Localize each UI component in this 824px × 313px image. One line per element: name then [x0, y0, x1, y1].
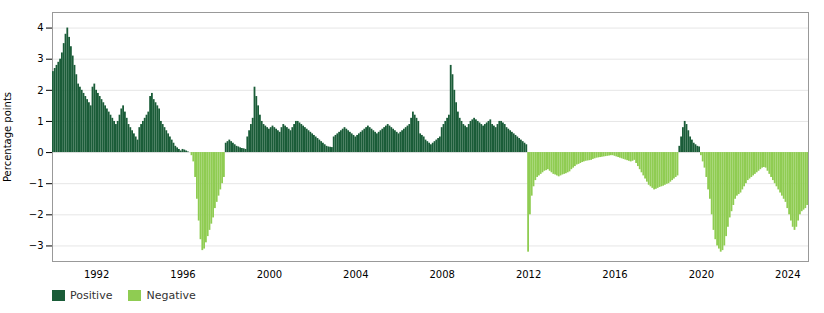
html-text:Positive: Positive: [70, 289, 113, 302]
svg-text:−3: −3: [29, 240, 44, 251]
svg-text:Percentage points: Percentage points: [2, 92, 13, 182]
svg-text:2000: 2000: [257, 269, 282, 280]
svg-text:1996: 1996: [170, 269, 195, 280]
svg-text:1992: 1992: [84, 269, 109, 280]
svg-text:2024: 2024: [775, 269, 800, 280]
html-text:Negative: Negative: [146, 289, 196, 302]
svg-text:−1: −1: [29, 178, 44, 189]
svg-text:2: 2: [37, 85, 43, 96]
svg-text:2008: 2008: [429, 269, 454, 280]
svg-text:4: 4: [37, 22, 43, 33]
svg-text:0: 0: [37, 147, 43, 158]
svg-text:2004: 2004: [343, 269, 368, 280]
svg-text:2012: 2012: [516, 269, 541, 280]
svg-text:−2: −2: [29, 209, 44, 220]
svg-text:2016: 2016: [602, 269, 627, 280]
svg-text:3: 3: [37, 53, 43, 64]
svg-text:2020: 2020: [689, 269, 714, 280]
svg-text:1: 1: [37, 116, 43, 127]
